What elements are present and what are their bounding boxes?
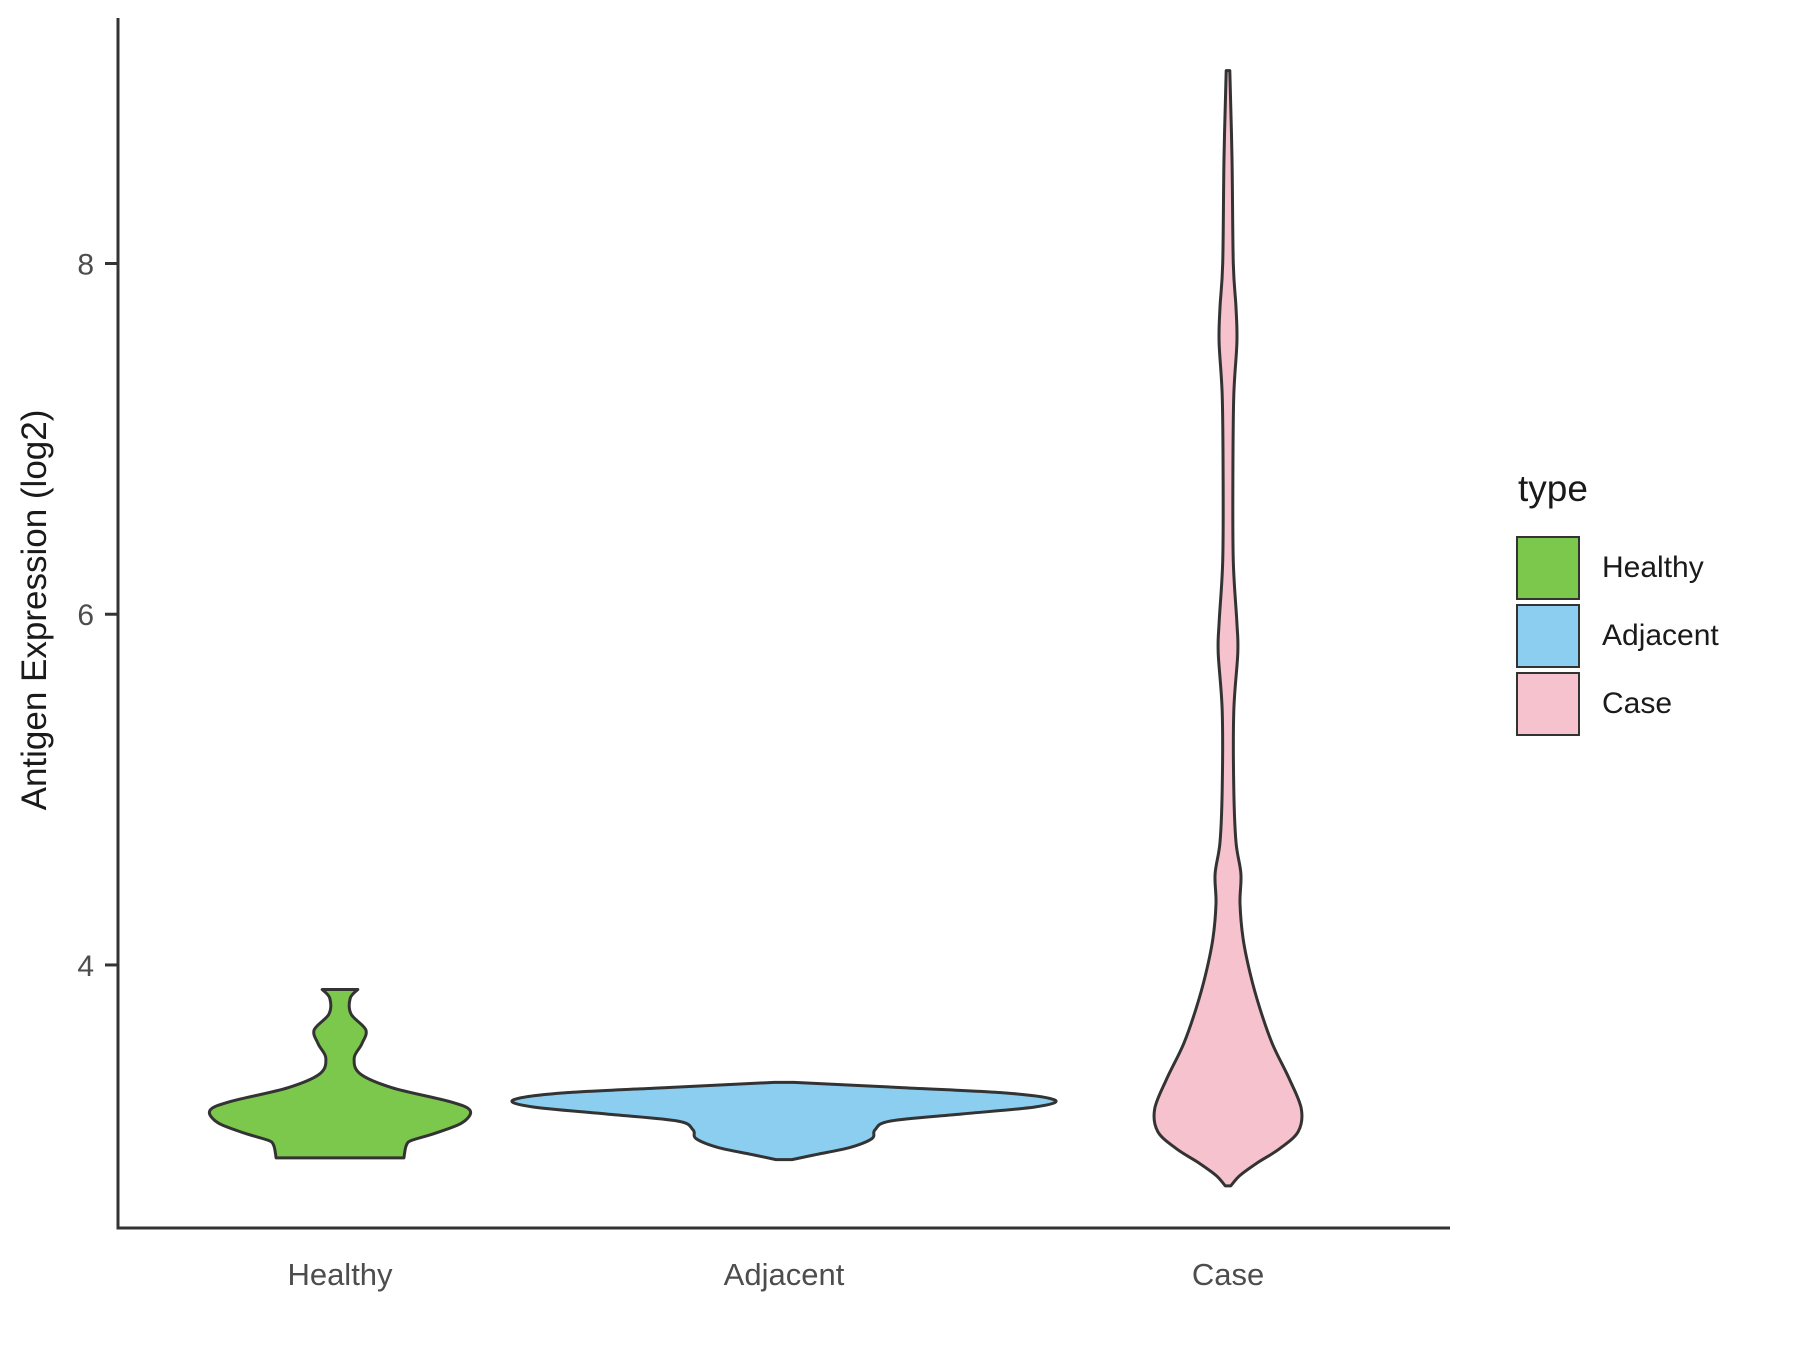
legend-swatch-case [1516,672,1580,736]
legend: type Healthy Adjacent Case [1516,468,1719,740]
violins [207,69,1304,1188]
legend-item-adjacent: Adjacent [1516,604,1719,668]
axes: 4 6 8 Healthy Adjacent Case [77,18,1450,1292]
violin-healthy [207,988,473,1160]
legend-label-adjacent: Adjacent [1602,619,1719,652]
x-category-label: Case [1192,1257,1264,1292]
legend-label-healthy: Healthy [1602,551,1704,584]
y-tick-label: 6 [77,599,94,632]
y-tick-label: 4 [77,950,94,983]
legend-item-case: Case [1516,672,1719,736]
x-category-label: Adjacent [724,1257,845,1292]
y-axis-title: Antigen Expression (log2) [15,410,54,811]
legend-swatch-adjacent [1516,604,1580,668]
violin-case [1152,69,1304,1188]
violin-adjacent [510,1080,1058,1162]
x-category-label: Healthy [287,1257,393,1292]
legend-swatch-healthy [1516,536,1580,600]
legend-label-case: Case [1602,687,1673,720]
legend-title: type [1518,468,1588,509]
legend-item-healthy: Healthy [1516,536,1719,600]
y-tick-label: 8 [77,249,94,282]
